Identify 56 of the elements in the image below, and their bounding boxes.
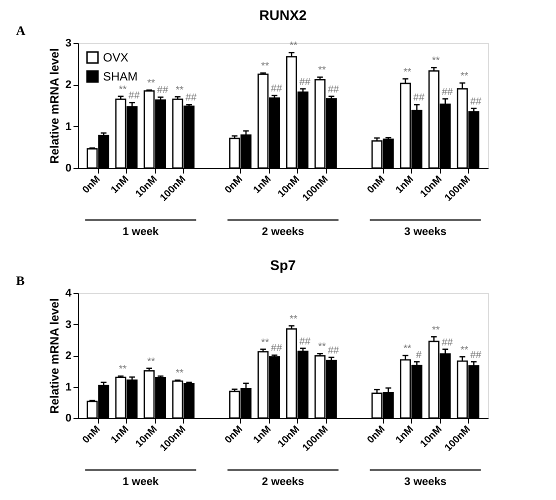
- data-label: ##: [270, 84, 282, 94]
- data-label: **: [147, 356, 156, 368]
- data-label: **: [432, 324, 440, 336]
- y-axis-title: Relative mRNA level: [47, 48, 62, 164]
- y-tick-label: 2: [65, 350, 72, 362]
- y-tick-label: 3: [65, 318, 72, 331]
- data-label: ##: [157, 85, 169, 96]
- chart-title: RUNX2: [259, 7, 307, 23]
- y-tick-label: 4: [65, 288, 72, 300]
- text: 1 week: [122, 226, 160, 238]
- data-label: **: [290, 314, 298, 325]
- y-tick-label: 0: [65, 162, 72, 174]
- text: 2 weeks: [262, 226, 304, 238]
- data-label: **: [404, 66, 412, 78]
- data-label: ##: [442, 337, 454, 348]
- data-label: **: [147, 78, 156, 90]
- data-label: ##: [470, 350, 482, 361]
- data-label: **: [176, 368, 184, 380]
- data-label: ##: [185, 92, 198, 104]
- data-label: **: [432, 56, 440, 67]
- data-label: **: [460, 344, 468, 356]
- data-label: **: [460, 71, 468, 82]
- text: 3 weeks: [404, 226, 446, 238]
- data-label: ##: [299, 76, 311, 88]
- data-label: ##: [299, 336, 311, 348]
- data-label: ##: [328, 84, 340, 96]
- data-label: ##: [128, 90, 140, 102]
- chart-title: Sp7: [270, 257, 296, 273]
- data-label: ##: [470, 96, 482, 108]
- text: B: [16, 273, 25, 288]
- text: 2 weeks: [262, 476, 304, 488]
- data-label: ##: [413, 92, 425, 104]
- data-label: #: [416, 350, 422, 361]
- data-label: ##: [270, 343, 282, 354]
- y-tick-label: 2: [65, 79, 72, 92]
- data-label: ##: [442, 86, 454, 98]
- data-label: **: [290, 40, 298, 52]
- y-tick-label: 1: [65, 381, 72, 394]
- y-tick-label: 3: [65, 38, 72, 50]
- y-tick-label: 0: [65, 412, 72, 424]
- y-tick-label: 1: [65, 120, 72, 133]
- data-label: **: [118, 364, 127, 376]
- legend-label: SHAM: [103, 70, 138, 84]
- text: 1 week: [122, 476, 160, 488]
- y-axis-title: Relative mRNA level: [47, 298, 62, 414]
- data-label: **: [176, 84, 184, 96]
- data-label: **: [318, 65, 326, 76]
- data-label: **: [404, 344, 412, 354]
- data-label: ##: [328, 345, 340, 356]
- legend-label: OVX: [103, 50, 128, 64]
- text: A: [16, 23, 26, 38]
- data-label: **: [118, 84, 127, 96]
- data-label: **: [261, 61, 270, 72]
- text: 3 weeks: [404, 476, 446, 488]
- data-label: **: [318, 342, 326, 353]
- data-label: **: [261, 337, 270, 348]
